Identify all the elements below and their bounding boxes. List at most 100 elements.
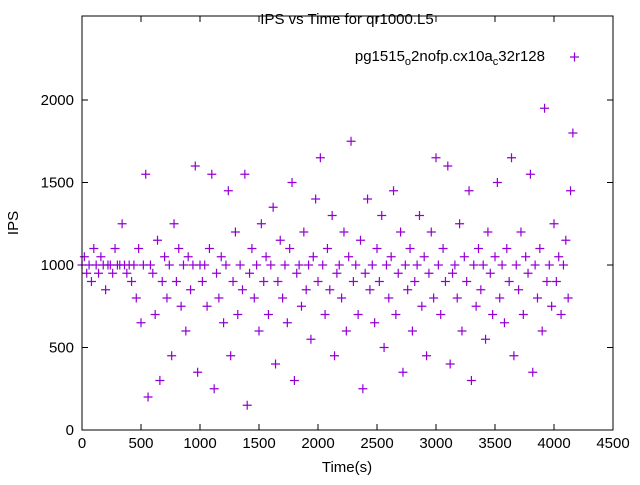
- data-point: [440, 277, 450, 286]
- data-point: [386, 252, 396, 262]
- data-point: [400, 260, 410, 270]
- data-point: [245, 268, 255, 278]
- data-point: [197, 277, 207, 286]
- data-point: [422, 351, 432, 361]
- data-point: [330, 351, 340, 361]
- data-point: [417, 301, 427, 311]
- data-point: [514, 285, 524, 295]
- data-point: [153, 235, 163, 245]
- y-tick-label: 2000: [41, 92, 74, 109]
- x-tick-label: 1000: [183, 435, 216, 452]
- data-point: [348, 277, 358, 286]
- data-point: [96, 252, 106, 262]
- data-point: [301, 285, 311, 295]
- data-point: [285, 244, 295, 253]
- data-point: [419, 252, 429, 262]
- data-point: [478, 260, 488, 270]
- data-point: [379, 343, 389, 352]
- data-point: [249, 293, 259, 303]
- data-point: [384, 293, 394, 303]
- data-point: [110, 244, 120, 253]
- data-point: [256, 219, 266, 229]
- x-tick-label: 3000: [419, 435, 452, 452]
- data-point: [521, 252, 531, 262]
- data-point: [318, 260, 328, 270]
- data-point: [230, 227, 240, 237]
- data-point: [363, 194, 373, 204]
- data-points: [77, 103, 578, 410]
- data-point: [549, 219, 559, 229]
- data-point: [313, 277, 323, 286]
- legend-marker: [570, 52, 579, 62]
- data-point: [157, 277, 167, 286]
- data-point: [181, 326, 191, 336]
- y-tick-label: 0: [66, 422, 74, 439]
- data-point: [353, 310, 363, 319]
- data-point: [202, 301, 212, 311]
- data-point: [528, 367, 538, 377]
- x-tick-label: 4000: [537, 435, 570, 452]
- data-point: [186, 285, 196, 295]
- data-point: [164, 260, 174, 270]
- data-point: [226, 351, 236, 361]
- data-point: [306, 334, 316, 344]
- data-point: [483, 227, 493, 237]
- data-point: [143, 392, 153, 402]
- data-point: [351, 260, 361, 270]
- data-point: [79, 252, 89, 262]
- data-point: [145, 260, 155, 270]
- plot-frame: [81, 15, 614, 431]
- data-point: [509, 351, 519, 361]
- data-point: [204, 244, 214, 253]
- data-point: [488, 310, 498, 319]
- data-point: [117, 219, 127, 229]
- data-point: [299, 227, 309, 237]
- data-point: [127, 277, 137, 286]
- data-point: [209, 384, 219, 394]
- data-point: [547, 301, 557, 311]
- data-point: [518, 310, 528, 319]
- data-point: [292, 268, 302, 278]
- data-point: [228, 277, 238, 286]
- data-point: [535, 244, 545, 253]
- data-point: [370, 318, 380, 328]
- data-point: [511, 260, 521, 270]
- data-point: [443, 161, 453, 171]
- data-point: [200, 260, 210, 270]
- data-point: [332, 268, 342, 278]
- x-tick-label: 2500: [360, 435, 393, 452]
- data-point: [320, 310, 330, 319]
- data-point: [289, 376, 299, 385]
- data-point: [271, 359, 281, 369]
- data-point: [374, 277, 384, 286]
- data-point: [537, 326, 547, 336]
- data-point: [122, 268, 132, 278]
- data-point: [131, 293, 141, 303]
- data-point: [101, 285, 111, 295]
- data-point: [525, 169, 535, 179]
- data-point: [235, 260, 245, 270]
- data-point: [393, 268, 403, 278]
- data-point: [497, 260, 507, 270]
- data-point: [150, 310, 160, 319]
- data-point: [495, 293, 505, 303]
- data-point: [431, 153, 441, 163]
- data-point: [396, 227, 406, 237]
- data-point: [556, 310, 566, 319]
- data-point: [554, 252, 564, 262]
- data-point: [485, 268, 495, 278]
- data-point: [275, 235, 285, 245]
- data-point: [542, 277, 552, 286]
- data-point: [504, 277, 514, 286]
- data-point: [252, 260, 262, 270]
- data-point: [162, 293, 172, 303]
- data-point: [141, 169, 151, 179]
- data-point: [476, 285, 486, 295]
- data-point: [308, 252, 318, 262]
- data-point: [148, 268, 158, 278]
- axis-ticks: 0 500 1000 1500 2000 2500 3000 3500 4000 4500 0 500…: [41, 16, 630, 452]
- data-point: [551, 277, 561, 286]
- data-point: [412, 260, 422, 270]
- x-axis-label: Time(s): [322, 459, 372, 476]
- data-point: [398, 367, 408, 377]
